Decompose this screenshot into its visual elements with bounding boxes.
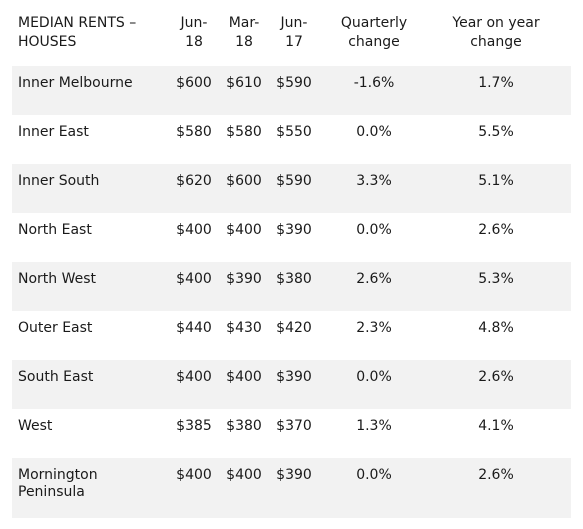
table-row: Inner Melbourne $600 $610 $590 -1.6% 1.7% [12, 66, 571, 115]
cell-mar-18: $430 [226, 320, 262, 336]
cell-quarterly-change: 0.0% [356, 369, 392, 385]
cell-mar-18: $400 [226, 467, 262, 483]
median-rents-table: MEDIAN RENTS – HOUSES Jun- 18 Mar- 18 Ju… [12, 0, 571, 518]
table-row: North West $400 $390 $380 2.6% 5.3% [12, 262, 571, 311]
cell-year-on-year-change: 5.3% [478, 271, 514, 287]
header-jun-18: Jun- 18 [180, 15, 208, 50]
cell-jun-17: $420 [276, 320, 312, 336]
cell-region: Inner South [18, 173, 100, 189]
cell-mar-18: $580 [226, 124, 262, 140]
cell-region: North West [18, 271, 97, 287]
cell-region: South East [18, 369, 94, 385]
table-header-row: MEDIAN RENTS – HOUSES Jun- 18 Mar- 18 Ju… [12, 0, 571, 66]
cell-quarterly-change: 0.0% [356, 222, 392, 238]
table-row: West $385 $380 $370 1.3% 4.1% [12, 409, 571, 458]
cell-mar-18: $400 [226, 369, 262, 385]
header-jun-17: Jun- 17 [280, 15, 308, 50]
cell-year-on-year-change: 5.1% [478, 173, 514, 189]
cell-mar-18: $390 [226, 271, 262, 287]
cell-jun-18: $400 [176, 271, 212, 287]
cell-jun-17: $590 [276, 75, 312, 91]
table-row: Inner South $620 $600 $590 3.3% 5.1% [12, 164, 571, 213]
cell-jun-18: $600 [176, 75, 212, 91]
table-row: North East $400 $400 $390 0.0% 2.6% [12, 213, 571, 262]
cell-jun-18: $440 [176, 320, 212, 336]
header-region: MEDIAN RENTS – HOUSES [18, 15, 137, 50]
cell-mar-18: $380 [226, 418, 262, 434]
cell-mar-18: $610 [226, 75, 262, 91]
cell-year-on-year-change: 4.1% [478, 418, 514, 434]
cell-jun-18: $580 [176, 124, 212, 140]
cell-region: Outer East [18, 320, 93, 336]
cell-quarterly-change: 1.3% [356, 418, 392, 434]
cell-year-on-year-change: 5.5% [478, 124, 514, 140]
table-row: Inner East $580 $580 $550 0.0% 5.5% [12, 115, 571, 164]
cell-mar-18: $400 [226, 222, 262, 238]
cell-jun-17: $380 [276, 271, 312, 287]
cell-region: Inner Melbourne [18, 75, 133, 91]
cell-region: Inner East [18, 124, 89, 140]
cell-mar-18: $600 [226, 173, 262, 189]
cell-quarterly-change: 2.3% [356, 320, 392, 336]
cell-jun-18: $400 [176, 369, 212, 385]
table-body: Inner Melbourne $600 $610 $590 -1.6% 1.7% Inne… [12, 66, 571, 518]
cell-jun-17: $590 [276, 173, 312, 189]
cell-year-on-year-change: 2.6% [478, 222, 514, 238]
cell-jun-17: $390 [276, 369, 312, 385]
header-mar-18: Mar- 18 [228, 15, 260, 50]
cell-jun-17: $390 [276, 467, 312, 483]
cell-quarterly-change: 0.0% [356, 124, 392, 140]
cell-jun-18: $400 [176, 222, 212, 238]
table-row: South East $400 $400 $390 0.0% 2.6% [12, 360, 571, 409]
cell-year-on-year-change: 4.8% [478, 320, 514, 336]
cell-jun-17: $390 [276, 222, 312, 238]
cell-quarterly-change: 3.3% [356, 173, 392, 189]
cell-region: West [18, 418, 53, 434]
cell-region: Mornington Peninsula [18, 467, 98, 500]
cell-quarterly-change: 2.6% [356, 271, 392, 287]
table-row: Mornington Peninsula $400 $400 $390 0.0% 2.6% [12, 458, 571, 518]
cell-quarterly-change: 0.0% [356, 467, 392, 483]
cell-jun-17: $370 [276, 418, 312, 434]
header-quarterly-change: Quarterly change [340, 15, 408, 50]
cell-region: North East [18, 222, 92, 238]
header-year-on-year-change: Year on year change [452, 15, 540, 50]
table-row: Outer East $440 $430 $420 2.3% 4.8% [12, 311, 571, 360]
cell-quarterly-change: -1.6% [353, 75, 395, 91]
cell-year-on-year-change: 2.6% [478, 369, 514, 385]
cell-jun-18: $385 [176, 418, 212, 434]
cell-year-on-year-change: 2.6% [478, 467, 514, 483]
cell-jun-18: $400 [176, 467, 212, 483]
cell-jun-17: $550 [276, 124, 312, 140]
cell-year-on-year-change: 1.7% [478, 75, 514, 91]
cell-jun-18: $620 [176, 173, 212, 189]
